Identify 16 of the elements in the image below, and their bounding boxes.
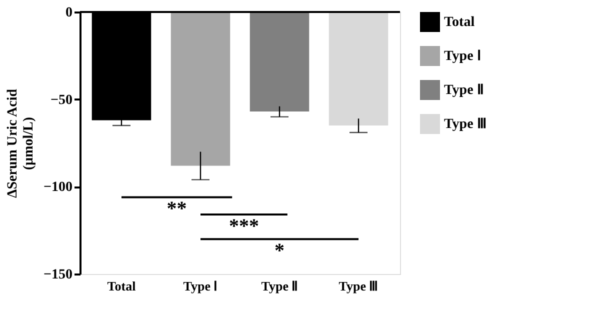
- y-tick-label: −150: [44, 268, 72, 282]
- annotation: *: [274, 240, 285, 262]
- y-axis-title: ΔSerum Uric Acid (μmol/L): [6, 88, 37, 198]
- y-tick-label: −50: [50, 92, 72, 108]
- y-tick-label: 0: [66, 6, 72, 20]
- legend-label: Total: [444, 15, 475, 30]
- x-tick-label: Type Ⅱ: [261, 278, 298, 294]
- x-tick-label: Type Ⅲ: [338, 278, 378, 294]
- annotation: **: [166, 198, 187, 220]
- legend-label: Type Ⅱ: [444, 83, 484, 98]
- annotation: ***: [228, 216, 259, 238]
- x-tick-label: Total: [107, 278, 136, 294]
- y-tick-label: −100: [44, 180, 72, 196]
- legend-label: Type Ⅲ: [444, 117, 487, 132]
- x-tick-label: Type Ⅰ: [183, 278, 218, 294]
- legend-label: Type Ⅰ: [444, 49, 481, 64]
